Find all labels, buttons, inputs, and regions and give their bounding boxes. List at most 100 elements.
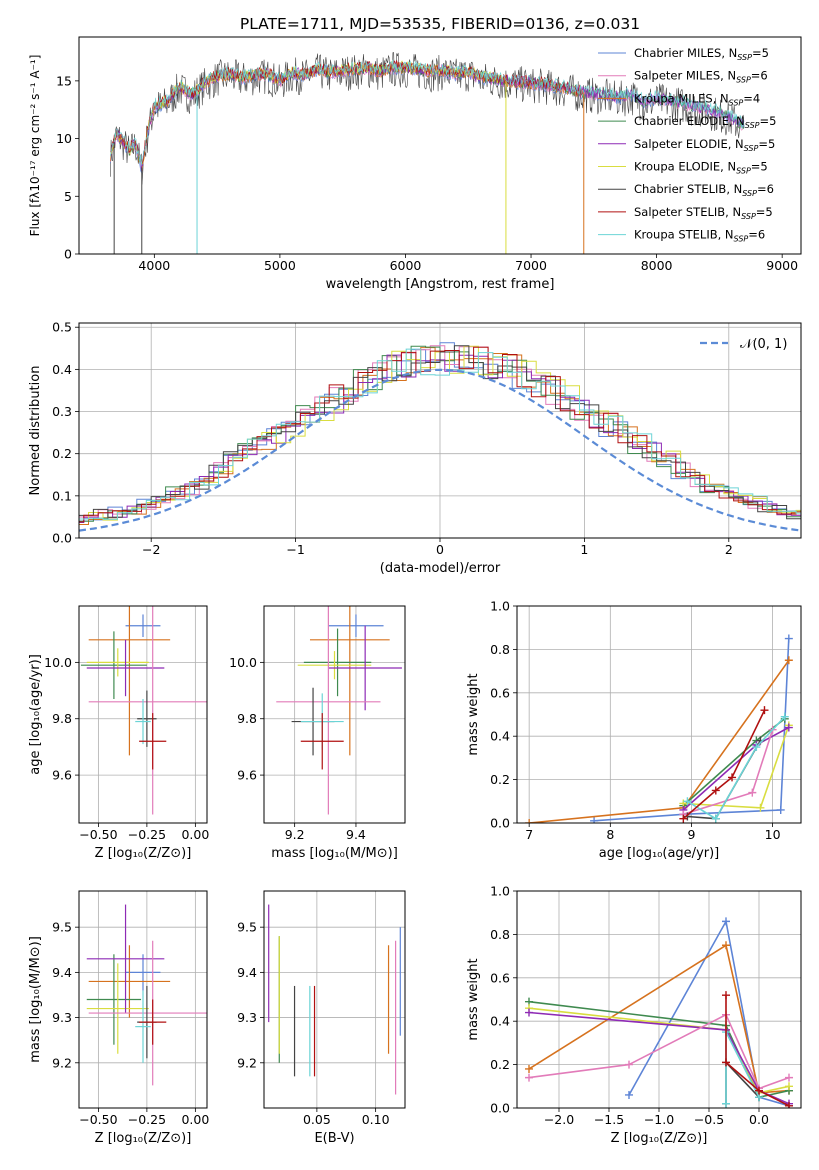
x-tick-label: −2 bbox=[142, 542, 160, 557]
errorbar-point bbox=[86, 963, 149, 1054]
axes-frame bbox=[78, 36, 802, 255]
legend-label: Salpeter ELODIE, NSSP=5 bbox=[634, 137, 775, 153]
y-tick-label: 9.5 bbox=[237, 920, 257, 935]
panel-massweight_vs_Z: −2.0 −1.5 −1.0 −0.5 0.0 0.0 0.2 0.4 0.6 0.8 1.0 Z [… bbox=[466, 884, 802, 1146]
y-tick-label: 0.1 bbox=[52, 488, 72, 503]
x-axis-label: Z [log₁₀(Z/Z⊙)] bbox=[95, 846, 192, 861]
errorbar-point bbox=[80, 631, 147, 699]
errorbar-point bbox=[88, 606, 207, 815]
series-marker bbox=[525, 819, 534, 823]
legend-label-rest: =6 bbox=[751, 69, 768, 83]
panel-age_vs_Z: −0.50 −0.25 0.00 9.6 9.8 10.0 Z [log₁₀(Z/Z⊙)] a… bbox=[28, 605, 209, 861]
panel-mass_vs_Z: −0.50 −0.25 0.00 9.2 9.3 9.4 9.5 Z [log₁₀(Z/Z⊙)… bbox=[28, 890, 209, 1146]
legend-subscript: SSP bbox=[736, 76, 751, 85]
plot-area bbox=[80, 606, 207, 815]
x-axis-label: E(B-V) bbox=[314, 1131, 354, 1146]
y-tick-label: 0.8 bbox=[490, 642, 510, 657]
x-tick-label: −0.25 bbox=[128, 1112, 166, 1127]
errorbar-point bbox=[276, 606, 381, 815]
y-tick-label: 0.2 bbox=[490, 772, 510, 787]
series-marker bbox=[683, 797, 692, 806]
y-tick-label: 9.8 bbox=[52, 711, 72, 726]
y-tick-label: 0.4 bbox=[490, 729, 510, 744]
x-tick-label: 0.00 bbox=[181, 827, 209, 842]
x-tick-label: 7000 bbox=[515, 258, 547, 273]
series-marker bbox=[755, 1086, 763, 1095]
series-marker bbox=[722, 941, 730, 950]
series-marker bbox=[625, 1060, 633, 1069]
y-tick-label: 9.5 bbox=[52, 920, 72, 935]
plot-area bbox=[276, 606, 402, 815]
errorbar-point bbox=[125, 614, 161, 637]
legend-subscript: SSP bbox=[742, 189, 757, 198]
series-marker bbox=[679, 814, 688, 823]
plot-area bbox=[525, 634, 793, 823]
legend-label: 𝒩(0, 1) bbox=[740, 337, 787, 352]
x-tick-label: 9 bbox=[687, 827, 695, 842]
legend-subscript: SSP bbox=[736, 167, 751, 176]
histogram-step bbox=[79, 345, 801, 526]
panel-residuals: −2 −1 0 1 2 0.0 0.1 0.2 0.3 0.4 0.5 (data-model)/er… bbox=[28, 320, 802, 576]
errorbar-point bbox=[88, 606, 171, 756]
x-axis-label: wavelength [Angstrom, rest frame] bbox=[326, 277, 555, 292]
legend-subscript: SSP bbox=[737, 53, 752, 62]
errorbar-point bbox=[135, 990, 151, 1063]
series-marker bbox=[590, 816, 599, 823]
y-tick-label: 0.2 bbox=[490, 1057, 510, 1072]
x-tick-label: 0.10 bbox=[362, 1112, 390, 1127]
series-marker bbox=[728, 773, 737, 782]
legend-label-rest: =5 bbox=[752, 46, 769, 60]
errorbar-point bbox=[139, 999, 167, 1045]
x-tick-label: −1.5 bbox=[594, 1112, 624, 1127]
legend-label-rest: =4 bbox=[743, 91, 760, 105]
y-tick-label: 9.8 bbox=[237, 711, 257, 726]
legend-subscript: SSP bbox=[729, 98, 744, 107]
y-tick-label: 1.0 bbox=[490, 884, 510, 899]
series-line bbox=[528, 1011, 790, 1105]
plot-area bbox=[110, 52, 745, 254]
y-axis-label: mass weight bbox=[466, 673, 481, 755]
legend: 𝒩(0, 1) bbox=[700, 337, 787, 352]
errorbar-point bbox=[125, 954, 161, 991]
y-tick-label: 10.0 bbox=[44, 655, 72, 670]
x-axis-label: mass [log₁₀(M/M⊙)] bbox=[271, 846, 398, 861]
x-tick-label: −0.50 bbox=[79, 1112, 117, 1127]
chart-title: PLATE=1711, MJD=53535, FIBERID=0136, z=0… bbox=[240, 15, 640, 33]
y-tick-label: 0.8 bbox=[490, 927, 510, 942]
x-tick-label: 9000 bbox=[766, 258, 798, 273]
legend-label-rest: =6 bbox=[757, 182, 774, 196]
y-tick-label: 0.2 bbox=[52, 446, 72, 461]
y-tick-label: 9.2 bbox=[52, 1055, 72, 1070]
x-axis-label: Z [log₁₀(Z/Z⊙)] bbox=[95, 1131, 192, 1146]
series-marker bbox=[784, 723, 793, 732]
plot-area bbox=[268, 904, 401, 1095]
y-tick-label: 9.2 bbox=[237, 1055, 257, 1070]
y-tick-label: 5 bbox=[64, 189, 72, 204]
errorbar-point bbox=[328, 614, 384, 637]
legend-subscript: SSP bbox=[734, 235, 749, 244]
y-axis-label: Normed distribution bbox=[28, 366, 43, 496]
x-tick-label: −2.0 bbox=[544, 1112, 574, 1127]
series-marker bbox=[785, 1101, 793, 1108]
errorbar-point bbox=[86, 954, 142, 1045]
axes-frame bbox=[263, 890, 406, 1109]
series-marker bbox=[784, 634, 793, 643]
errorbar-point bbox=[86, 904, 165, 1014]
histogram-step bbox=[79, 346, 801, 523]
legend-label: Salpeter STELIB, NSSP=5 bbox=[634, 205, 773, 221]
gaussian-curve bbox=[79, 368, 801, 532]
plot-area bbox=[525, 917, 793, 1108]
y-axis-label: mass weight bbox=[466, 958, 481, 1040]
y-tick-label: 0.6 bbox=[490, 685, 510, 700]
x-tick-label: 0.0 bbox=[749, 1112, 769, 1127]
axes-frame bbox=[516, 605, 802, 824]
y-tick-label: 10.0 bbox=[229, 655, 257, 670]
x-tick-label: 8 bbox=[606, 827, 614, 842]
x-tick-label: 6000 bbox=[390, 258, 422, 273]
x-tick-label: 1 bbox=[580, 542, 588, 557]
series bbox=[525, 656, 793, 823]
y-tick-label: 10 bbox=[56, 131, 72, 146]
errorbar-point bbox=[297, 651, 372, 680]
y-axis-label: Flux [fλ10⁻¹⁷ erg cm⁻² s⁻¹ A⁻¹] bbox=[28, 55, 42, 237]
